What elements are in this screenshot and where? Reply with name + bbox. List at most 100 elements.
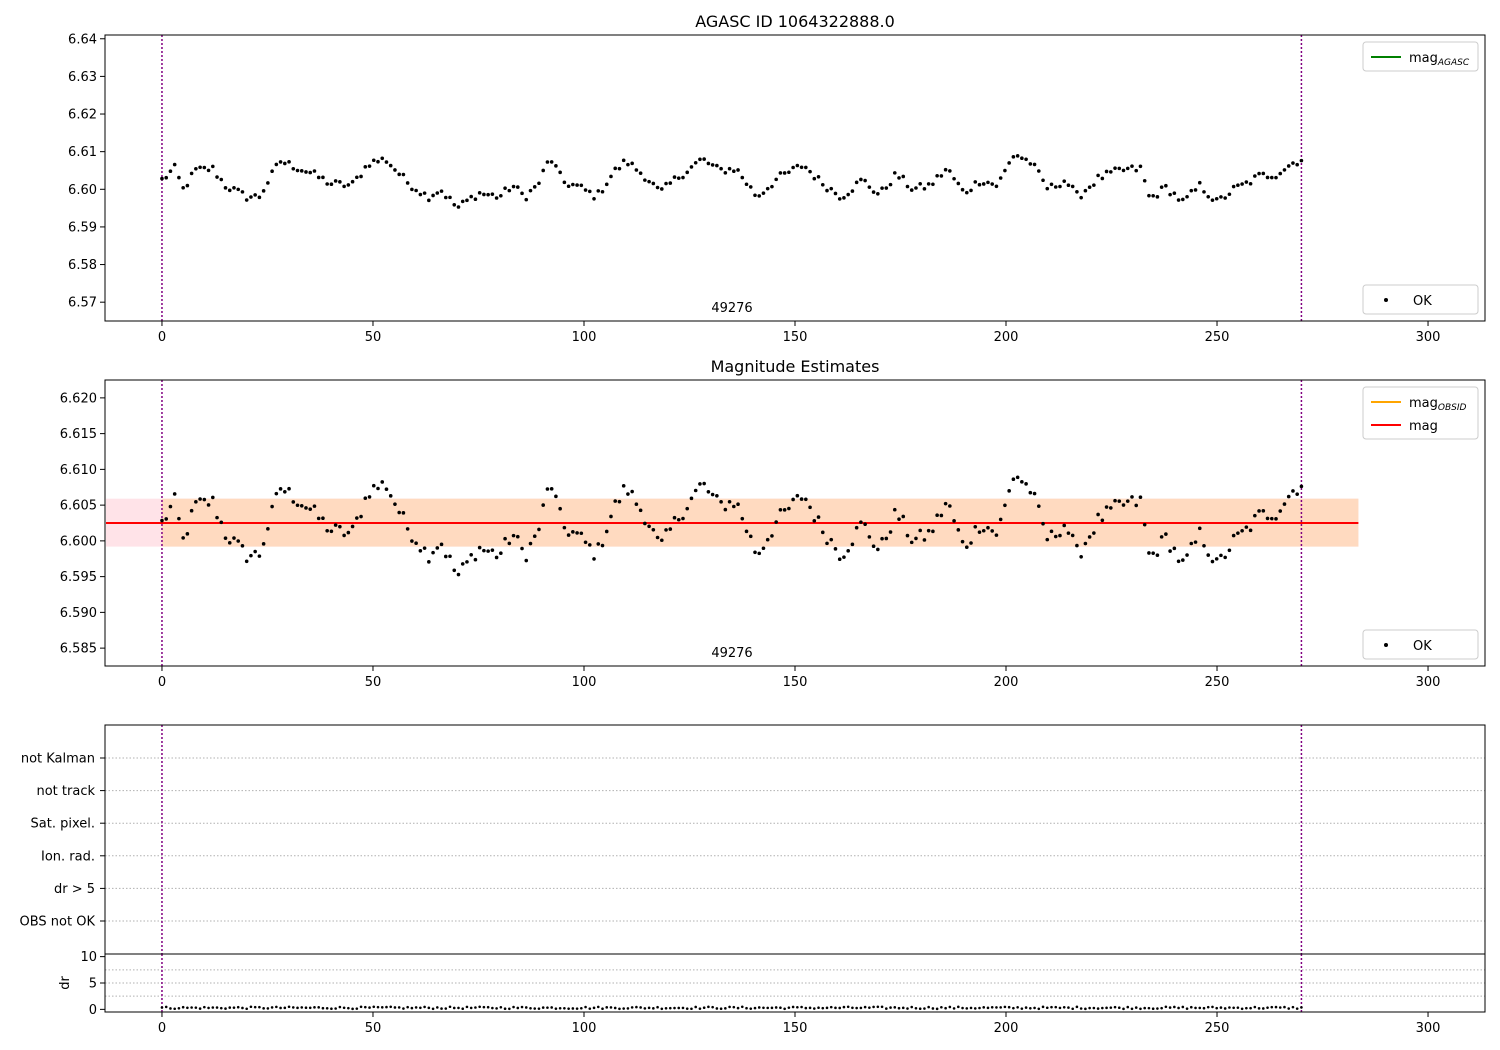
estimates-data-point — [1083, 541, 1088, 546]
dr-data-point — [592, 1006, 596, 1010]
agasc-top-legend-subscript: AGASC — [1437, 58, 1470, 68]
estimates-data-point — [761, 546, 766, 551]
agasc-y-tick-label: 6.63 — [68, 70, 97, 85]
agasc-data-point — [799, 165, 804, 170]
agasc-data-point — [384, 160, 389, 164]
agasc-data-point — [787, 170, 791, 175]
estimates-data-point — [456, 572, 461, 577]
dr-data-point — [389, 1005, 393, 1009]
dr-data-point — [495, 1007, 498, 1010]
agasc-data-point — [1155, 195, 1160, 199]
estimates-data-point — [990, 529, 995, 533]
dr-data-point — [965, 1007, 969, 1010]
estimates-data-point — [782, 508, 787, 512]
estimates-data-point — [232, 536, 236, 540]
dr-data-point — [304, 1006, 308, 1010]
dr-data-point — [762, 1006, 765, 1010]
agasc-data-point — [1007, 161, 1011, 165]
estimates-data-point — [914, 536, 918, 541]
estimates-data-point — [401, 511, 406, 515]
agasc-data-point — [1100, 176, 1105, 181]
estimates-data-point — [1181, 558, 1185, 562]
dr-data-point — [800, 1005, 803, 1009]
dr-data-point — [588, 1007, 592, 1010]
estimates-data-point — [609, 514, 613, 519]
agasc-data-point — [1189, 188, 1194, 193]
agasc-data-point — [1159, 185, 1164, 189]
agasc-data-point — [1210, 198, 1215, 202]
dr-data-point — [694, 1005, 697, 1009]
agasc-data-point — [1015, 154, 1020, 158]
estimates-data-point — [397, 510, 401, 515]
dr-data-point — [448, 1005, 452, 1009]
dr-data-point — [1173, 1005, 1176, 1009]
dr-data-point — [291, 1006, 295, 1009]
dr-data-point — [787, 1006, 791, 1009]
dr-data-point — [664, 1006, 668, 1010]
agasc-data-point — [1176, 198, 1181, 202]
agasc-data-point — [253, 193, 257, 197]
agasc-data-point — [571, 182, 575, 187]
dr-data-point — [474, 1006, 477, 1009]
estimates-data-point — [660, 538, 664, 543]
dr-x-tick-label: 100 — [572, 1021, 597, 1036]
estimates-data-point — [1185, 553, 1189, 557]
dr-data-point — [537, 1007, 541, 1010]
dr-data-point — [508, 1007, 511, 1011]
dr-data-point — [982, 1006, 986, 1009]
estimates-top-legend-label: mag — [1409, 419, 1438, 434]
estimates-data-point — [1210, 559, 1215, 564]
dr-data-point — [359, 1005, 363, 1009]
agasc-data-point — [1248, 181, 1253, 186]
agasc-data-point — [876, 191, 880, 196]
agasc-data-point — [846, 192, 850, 197]
agasc-data-point — [630, 161, 634, 166]
dr-data-point — [1245, 1006, 1248, 1010]
flag-category-label: not track — [36, 784, 95, 799]
dr-x-tick-label: 50 — [365, 1021, 382, 1036]
estimates-data-point — [270, 504, 274, 509]
estimates-data-point — [482, 548, 486, 553]
agasc-data-point — [1227, 192, 1232, 197]
estimates-data-point — [494, 555, 499, 560]
estimates-data-point — [596, 542, 601, 546]
dr-data-point — [986, 1006, 990, 1010]
agasc-data-point — [1053, 185, 1058, 189]
estimates-data-point — [583, 540, 588, 545]
agasc-data-point — [732, 169, 736, 174]
agasc-data-point — [439, 189, 444, 193]
agasc-data-point — [922, 187, 927, 191]
agasc-data-point — [778, 171, 783, 175]
estimates-data-point — [329, 529, 334, 534]
estimates-data-point — [820, 530, 825, 535]
dr-data-point — [376, 1005, 380, 1009]
agasc-data-point — [914, 186, 918, 190]
dr-data-point — [546, 1006, 549, 1009]
dr-y-tick-label: 5 — [89, 977, 97, 992]
estimates-data-point — [215, 515, 219, 520]
estimates-data-point — [431, 550, 435, 555]
dr-data-point — [740, 1005, 744, 1009]
dr-data-point — [584, 1005, 587, 1009]
dr-data-point — [736, 1006, 740, 1010]
agasc-data-point — [829, 186, 834, 191]
agasc-data-point — [884, 186, 889, 190]
estimates-data-point — [948, 504, 952, 508]
dr-data-point — [253, 1005, 257, 1009]
agasc-data-point — [1244, 180, 1249, 184]
dr-data-point — [673, 1006, 676, 1010]
dr-data-point — [885, 1007, 888, 1010]
dr-data-point — [190, 1006, 193, 1009]
dr-data-point — [262, 1007, 265, 1010]
agasc-data-point — [587, 189, 592, 194]
agasc-data-point — [321, 175, 325, 180]
dr-data-point — [308, 1006, 312, 1010]
estimates-data-point — [897, 517, 901, 521]
estimates-data-point — [706, 489, 711, 494]
agasc-data-point — [1172, 191, 1177, 196]
agasc-data-point — [613, 166, 618, 171]
dr-data-point — [1211, 1005, 1214, 1009]
agasc-data-point — [1261, 171, 1266, 176]
dr-data-point — [851, 1006, 854, 1010]
estimates-data-point — [634, 502, 639, 507]
